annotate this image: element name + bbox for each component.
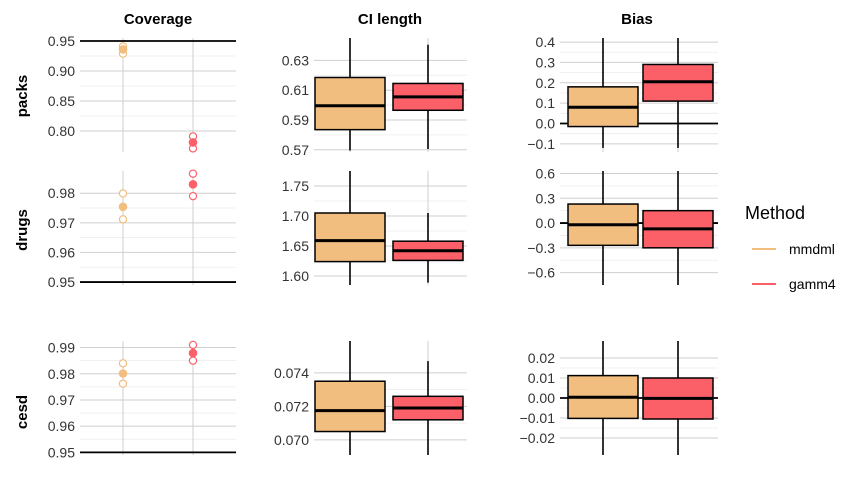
drugs-coverage-tick-label: 0.95 bbox=[48, 274, 75, 290]
cesd-coverage-mmdml-upper-point bbox=[118, 359, 128, 368]
cesd-coverage-tick-label: 0.96 bbox=[48, 418, 75, 434]
packs-ci-length-tick-label: 0.63 bbox=[282, 52, 309, 68]
drugs-bias-tick-label: 0.6 bbox=[536, 165, 556, 181]
packs-coverage-mmdml-mean-point bbox=[118, 45, 128, 54]
drugs-coverage-gamm4-upper-point bbox=[188, 169, 198, 178]
drugs-ci-length-tick-label: 1.65 bbox=[282, 238, 309, 254]
cesd-coverage-tick-label: 0.99 bbox=[48, 340, 75, 356]
drugs-ci-length-tick-label: 1.70 bbox=[282, 208, 309, 224]
cesd-coverage-tick-label: 0.95 bbox=[48, 444, 75, 460]
drugs-bias-tick-label: 0.0 bbox=[536, 215, 556, 231]
packs-bias-tick-label: 0.2 bbox=[536, 75, 556, 91]
panel-drugs-coverage: 0.95 0.96 0.97 0.98 bbox=[48, 169, 236, 290]
panel-drugs-ci-length: 1.60 1.65 1.70 1.75 bbox=[282, 171, 467, 285]
cesd-ci-length-mmdml-box bbox=[314, 380, 386, 433]
drugs-bias-tick-label: 0.3 bbox=[536, 190, 556, 206]
row-title-drugs: drugs bbox=[14, 209, 31, 251]
cesd-coverage-tick-label: 0.97 bbox=[48, 392, 75, 408]
column-titles: Coverage CI length Bias bbox=[124, 11, 653, 28]
packs-bias-tick-label: 0.1 bbox=[536, 95, 556, 111]
packs-coverage-tick-label: 0.80 bbox=[48, 123, 75, 139]
legend: Method mmdml gamm4 bbox=[745, 203, 836, 292]
packs-ci-length-mmdml-box bbox=[314, 76, 386, 131]
cesd-coverage-mmdml-mean-point bbox=[118, 369, 128, 378]
packs-bias-tick-label: 0.4 bbox=[536, 34, 556, 50]
column-title-ci-length: CI length bbox=[358, 11, 422, 28]
cesd-bias-tick-label: −0.01 bbox=[520, 410, 556, 426]
panels: 0.800.850.900.950.570.590.610.63−0.10.00… bbox=[48, 33, 718, 460]
cesd-ci-length-tick-label: 0.070 bbox=[274, 432, 309, 448]
packs-coverage-gamm4-mean-point bbox=[188, 138, 198, 147]
drugs-bias-tick-label: −0.6 bbox=[527, 265, 555, 281]
drugs-coverage-gamm4-mean-point bbox=[188, 180, 198, 189]
drugs-coverage-mmdml-upper-point bbox=[118, 189, 128, 198]
packs-ci-length-tick-label: 0.59 bbox=[282, 112, 309, 128]
panel-packs-coverage: 0.80 0.85 0.90 0.95 bbox=[48, 33, 236, 153]
packs-ci-length-tick-label: 0.61 bbox=[282, 82, 309, 98]
packs-bias-tick-label: 0.3 bbox=[536, 54, 556, 70]
panel-cesd-ci-length: 0.070 0.072 0.074 bbox=[274, 341, 467, 455]
drugs-coverage-tick-label: 0.96 bbox=[48, 244, 75, 260]
column-title-bias: Bias bbox=[621, 11, 653, 28]
cesd-coverage-tick-label: 0.98 bbox=[48, 366, 75, 382]
packs-coverage-tick-label: 0.95 bbox=[48, 33, 75, 49]
drugs-bias-tick-label: −0.3 bbox=[527, 240, 555, 256]
cesd-bias-tick-label: 0.01 bbox=[528, 370, 555, 386]
legend-item-mmdml: mmdml bbox=[752, 241, 835, 257]
drugs-coverage-tick-label: 0.97 bbox=[48, 215, 75, 231]
packs-ci-length-tick-label: 0.57 bbox=[282, 142, 309, 158]
cesd-coverage-gamm4-mean-point bbox=[188, 348, 198, 358]
drugs-coverage-mmdml-lower-point bbox=[118, 215, 128, 224]
cesd-bias-tick-label: 0.02 bbox=[528, 350, 555, 366]
packs-coverage-tick-label: 0.90 bbox=[48, 63, 75, 79]
cesd-coverage-mmdml-lower-point bbox=[118, 379, 128, 388]
cesd-coverage-gamm4-lower-point bbox=[188, 356, 198, 365]
drugs-ci-length-tick-label: 1.60 bbox=[282, 268, 309, 284]
drugs-ci-length-tick-label: 1.75 bbox=[282, 178, 309, 194]
panel-cesd-bias: −0.02 −0.01 0.00 0.01 0.02 bbox=[520, 341, 718, 455]
cesd-ci-length-tick-label: 0.072 bbox=[274, 398, 309, 414]
cesd-bias-tick-label: 0.00 bbox=[528, 390, 555, 406]
drugs-coverage-tick-label: 0.98 bbox=[48, 185, 75, 201]
legend-label-gamm4: gamm4 bbox=[789, 276, 836, 292]
legend-title: Method bbox=[745, 203, 805, 223]
row-title-packs: packs bbox=[14, 75, 31, 118]
column-title-coverage: Coverage bbox=[124, 11, 192, 28]
panel-packs-bias: −0.1 0.0 0.1 0.2 0.3 0.4 bbox=[527, 34, 718, 152]
row-title-cesd: cesd bbox=[14, 395, 31, 429]
panel-cesd-coverage: 0.95 0.96 0.97 0.98 0.99 bbox=[48, 340, 236, 460]
legend-label-mmdml: mmdml bbox=[789, 241, 835, 257]
drugs-ci-length-mmdml-box bbox=[314, 212, 386, 263]
panel-drugs-bias: −0.6 −0.3 0.0 0.3 0.6 bbox=[527, 165, 718, 285]
packs-bias-tick-label: 0.0 bbox=[536, 116, 556, 132]
packs-bias-tick-label: −0.1 bbox=[527, 136, 555, 152]
legend-item-gamm4: gamm4 bbox=[752, 276, 836, 292]
cesd-coverage-gamm4-upper-point bbox=[188, 340, 198, 350]
drugs-coverage-gamm4-lower-point bbox=[188, 191, 198, 201]
cesd-bias-tick-label: −0.02 bbox=[520, 430, 556, 446]
packs-coverage-tick-label: 0.85 bbox=[48, 93, 75, 109]
cesd-ci-length-tick-label: 0.074 bbox=[274, 365, 309, 381]
row-titles: packs drugs cesd bbox=[14, 75, 31, 429]
panel-packs-ci-length: 0.57 0.59 0.61 0.63 bbox=[282, 38, 467, 158]
drugs-coverage-mmdml-mean-point bbox=[118, 202, 128, 212]
